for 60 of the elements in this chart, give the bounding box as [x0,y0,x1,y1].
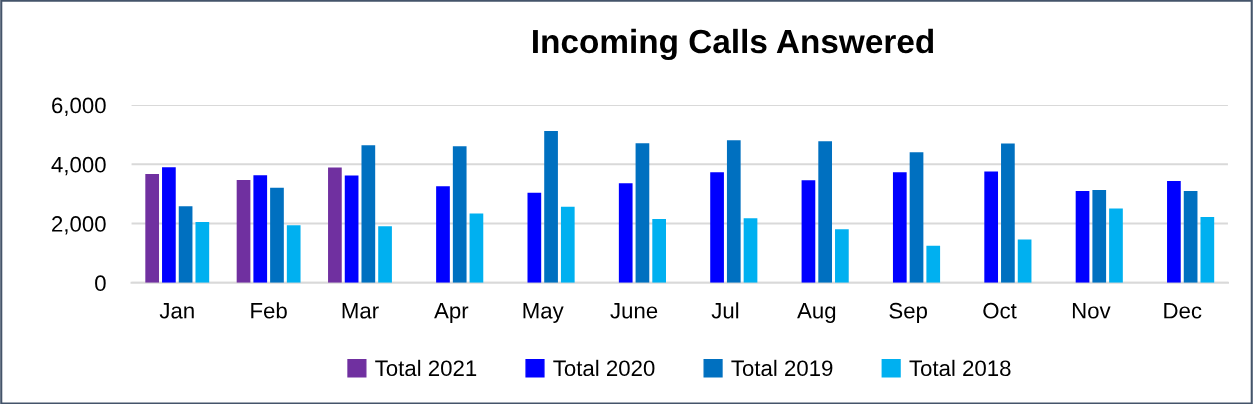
bar [145,174,160,283]
x-tick-label: Apr [434,303,469,323]
bar [892,172,907,283]
bar [1092,190,1107,283]
x-tick-label: Oct [983,302,1017,319]
bar [560,206,575,283]
bar [286,225,301,283]
y-tick-label: 6,000 [52,97,106,116]
bar [469,213,484,283]
x-tick-label: Feb [251,302,287,319]
legend-label: Total 2021 [375,359,477,377]
bar [635,143,650,283]
bar [984,171,999,283]
x-tick-label: Aug [797,303,836,323]
x-tick-label: Nov [1072,303,1111,319]
bar [726,140,741,283]
x-tick-label: May [523,303,564,323]
bar [527,192,542,283]
chart-title: Incoming Calls Answered [533,28,934,61]
bar [801,180,816,283]
x-tick-label: June [610,303,658,319]
bar [618,183,633,283]
bar [743,218,758,283]
bar [328,167,342,283]
x-tick-label: Jul [711,302,739,319]
bar [710,172,724,283]
bar [1109,208,1123,283]
legend-label: Total 2019 [731,359,833,377]
x-tick-label: Jan [159,303,194,319]
bar [1001,143,1015,283]
bar [926,245,941,283]
bar [452,146,467,283]
bar [344,175,359,283]
bar [195,222,210,283]
bar [436,186,450,283]
bar [253,175,268,283]
legend-label: Total 2018 [909,359,1011,377]
bar [178,206,193,283]
bar [818,141,833,283]
bar [1167,180,1181,283]
legend-label: Total 2020 [553,359,655,377]
x-tick-label: Mar [342,303,379,319]
bar [361,145,376,283]
bar [652,219,666,283]
bar [835,229,849,283]
bar [1200,217,1215,283]
bar [1075,190,1090,283]
y-tick-label: 4,000 [51,156,106,176]
x-tick-label: Sep [889,302,927,323]
x-tick-label: Dec [1164,303,1202,319]
bar [270,187,284,283]
bar [1017,239,1032,283]
bar [1183,190,1198,283]
bar [909,152,924,283]
bar [162,167,176,283]
y-tick-label: 0 [95,275,106,292]
bar [544,131,558,283]
bar [236,180,251,283]
bar [378,226,392,283]
y-tick-label: 2,000 [52,216,106,235]
